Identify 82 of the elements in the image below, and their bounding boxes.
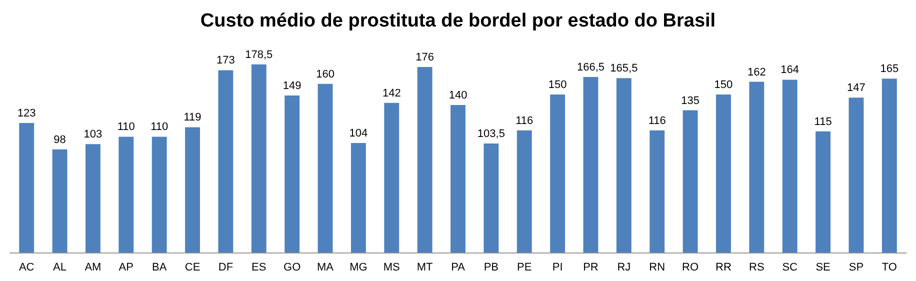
x-tick-label: AL: [53, 261, 67, 274]
bar: [782, 80, 798, 253]
x-tick-label: MT: [416, 261, 434, 274]
bar: [52, 149, 68, 253]
x-tick-label: RR: [716, 261, 732, 274]
bar: [417, 67, 432, 253]
x-tick-label: SE: [816, 261, 830, 274]
x-tick-label: SC: [782, 261, 798, 274]
bar: [650, 130, 665, 253]
data-label: 140: [448, 90, 468, 102]
x-tick-label: RJ: [617, 261, 631, 274]
data-label: 135: [681, 94, 700, 107]
data-label: 147: [847, 82, 866, 94]
x-tick-label: CE: [184, 261, 200, 274]
x-tick-label: AC: [18, 261, 34, 274]
data-label: 98: [54, 134, 66, 146]
data-label: 149: [282, 80, 302, 92]
bar: [152, 136, 167, 253]
x-tick-label: DF: [218, 261, 234, 274]
x-tick-label: PI: [552, 261, 563, 274]
data-label: 150: [714, 79, 733, 91]
data-label: 103: [84, 128, 102, 141]
bar: [251, 64, 266, 253]
data-label: 116: [648, 114, 666, 127]
bar: [516, 130, 532, 253]
bar: [550, 94, 566, 253]
bar: [716, 94, 731, 253]
data-label: 173: [216, 54, 235, 67]
bar: [450, 105, 466, 253]
bar: [218, 70, 234, 253]
data-label: 123: [17, 108, 36, 120]
bar: [185, 127, 200, 253]
x-tick-label: MA: [317, 261, 334, 274]
data-label: 162: [747, 66, 766, 78]
x-tick-label: MG: [350, 261, 368, 274]
bar: [848, 98, 864, 253]
bar: [384, 102, 400, 253]
bar: [19, 122, 34, 253]
x-tick-label: PB: [484, 261, 499, 274]
bar: [318, 84, 333, 253]
data-label: 110: [117, 121, 135, 134]
x-tick-label: TO: [882, 261, 898, 274]
x-tick-label: RO: [682, 261, 699, 274]
bar: [749, 82, 764, 253]
x-tick-label: SP: [848, 261, 864, 274]
data-label: 119: [184, 112, 202, 124]
data-label: 142: [382, 87, 401, 100]
data-label: 165: [880, 63, 899, 76]
x-tick-label: RS: [749, 261, 764, 274]
x-tick-label: AP: [118, 261, 134, 274]
x-tick-label: RN: [649, 261, 666, 274]
data-label: 165,5: [610, 62, 638, 75]
x-tick-label: GO: [284, 261, 302, 274]
data-label: 150: [548, 79, 567, 91]
bar: [484, 144, 499, 253]
bar: [284, 96, 300, 253]
bar: [882, 78, 897, 253]
data-label: 103,5: [477, 128, 505, 140]
data-label: 178,5: [245, 48, 273, 61]
data-label: 164: [780, 64, 800, 76]
bar: [682, 110, 698, 253]
data-label: 104: [349, 128, 368, 140]
data-label: 110: [150, 121, 168, 134]
data-label: 176: [416, 52, 434, 64]
data-label: 166,5: [576, 62, 605, 74]
data-label: 160: [316, 68, 334, 80]
bar: [118, 136, 134, 253]
x-tick-label: AM: [84, 261, 102, 274]
bar: [85, 144, 100, 253]
x-tick-label: ES: [252, 261, 266, 274]
data-label: 115: [814, 116, 832, 128]
chart-title: Custo médio de prostituta de bordel por estado do Brasil: [200, 10, 716, 32]
x-tick-label: PA: [451, 261, 466, 274]
bar: [816, 131, 831, 253]
bar: [350, 143, 366, 253]
x-tick-label: BA: [152, 261, 168, 274]
data-label: 116: [516, 114, 534, 127]
x-tick-label: PE: [517, 261, 532, 274]
x-tick-label: MS: [383, 261, 400, 274]
x-tick-label: PR: [583, 261, 598, 274]
bar: [616, 78, 632, 253]
bar: [583, 77, 598, 253]
